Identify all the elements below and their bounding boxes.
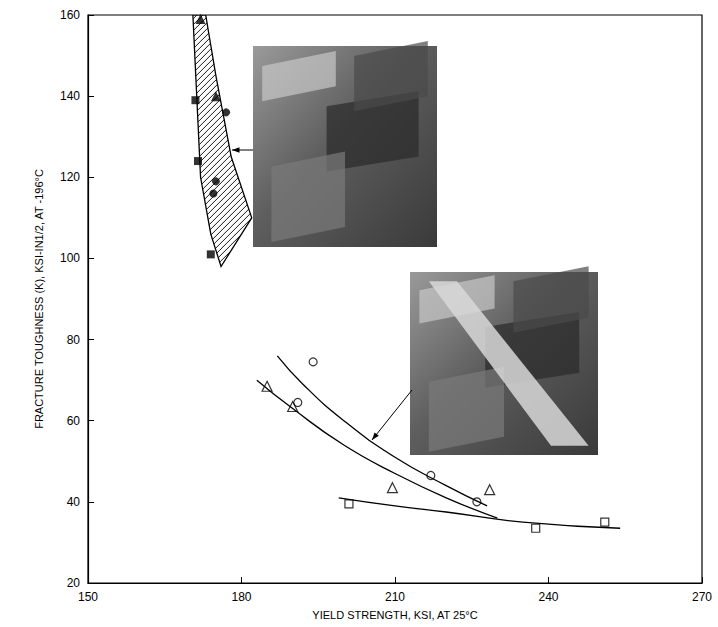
svg-text:20: 20 xyxy=(67,576,81,590)
svg-text:100: 100 xyxy=(60,251,80,265)
svg-text:120: 120 xyxy=(60,170,80,184)
svg-text:240: 240 xyxy=(538,590,558,604)
svg-text:210: 210 xyxy=(385,590,405,604)
svg-text:60: 60 xyxy=(67,414,81,428)
svg-text:YIELD STRENGTH, KSI, AT 25°C: YIELD STRENGTH, KSI, AT 25°C xyxy=(312,609,477,621)
svg-text:80: 80 xyxy=(67,333,81,347)
svg-text:FRACTURE TOUGHNESS (K), KSI-IN: FRACTURE TOUGHNESS (K), KSI-IN1/2, AT -1… xyxy=(33,169,45,429)
svg-text:40: 40 xyxy=(67,495,81,509)
svg-text:140: 140 xyxy=(60,89,80,103)
svg-text:160: 160 xyxy=(60,8,80,22)
svg-text:150: 150 xyxy=(78,590,98,604)
svg-text:180: 180 xyxy=(231,590,251,604)
svg-text:270: 270 xyxy=(692,590,712,604)
